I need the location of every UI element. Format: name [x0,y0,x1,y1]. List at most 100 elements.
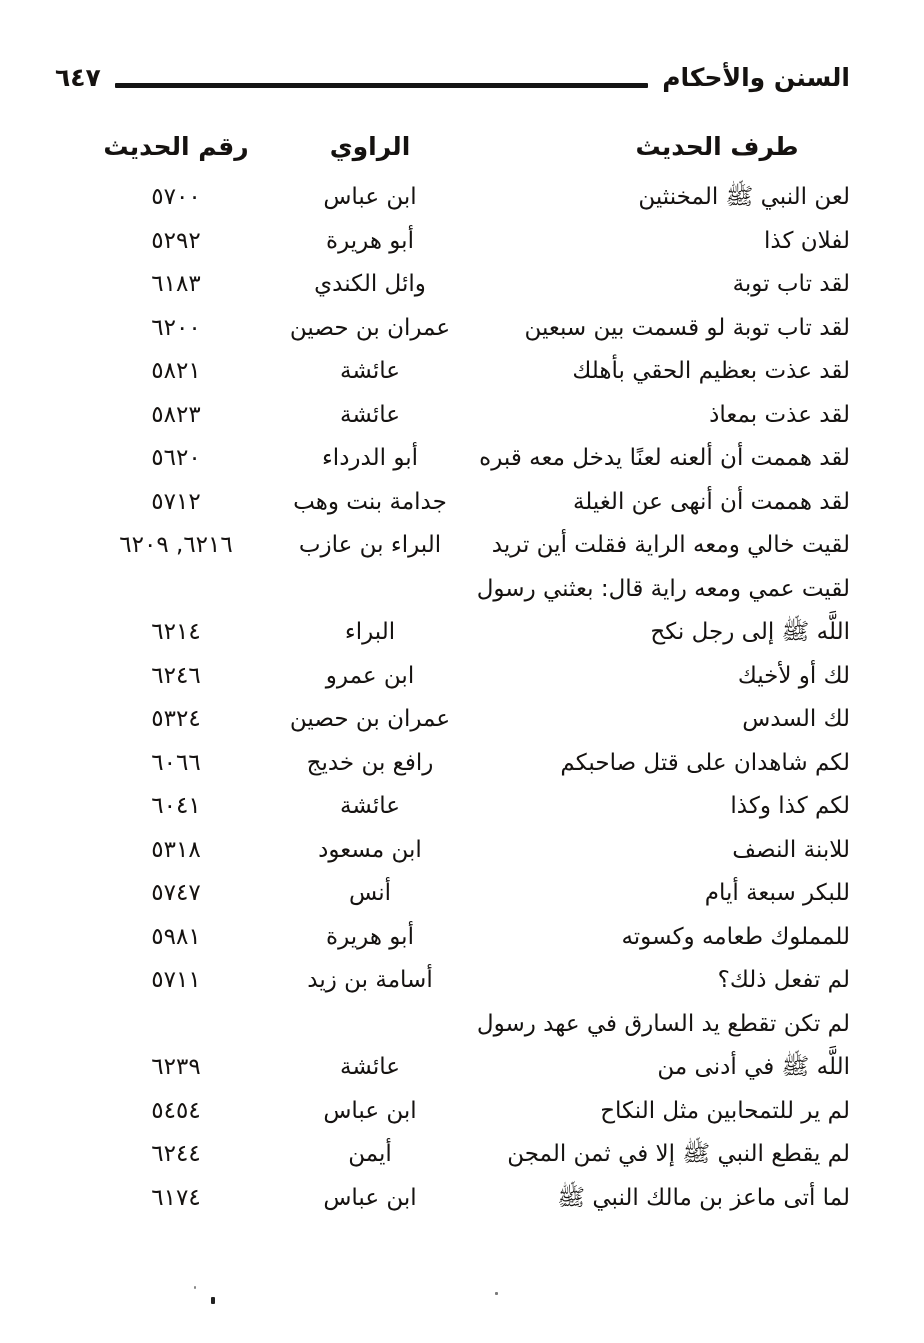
hadith-text: لقيت عمي ومعه راية قال: بعثني رسول [476,575,850,602]
table-row: لك أو لأخيك ابن عمرو ٦٢٤٦ [55,655,850,699]
scan-speck [211,1297,215,1304]
hadith-number: ٥٧٤٧ [151,880,201,906]
table-row: لكم كذا وكذا عائشة ٦٠٤١ [55,785,850,829]
table-row: لما أتى ماعز بن مالك النبي ﷺ ابن عباس ٦١… [55,1177,850,1221]
narrator-name: عائشة [340,1054,400,1080]
hadith-number: ٦٢٤٤ [151,1141,201,1167]
table-row: للمملوك طعامه وكسوته أبو هريرة ٥٩٨١ [55,916,850,960]
hadith-number: ٦٢١٦, ٦٢٠٩ [119,532,233,558]
hadith-number: ٦١٧٤ [151,1184,201,1211]
narrator-name: رافع بن خديج [306,749,434,776]
hadith-number: ٦٢٤٦ [151,662,201,689]
narrator-name: ابن عباس [323,1097,417,1124]
book-title: السنن والأحكام [662,63,850,92]
narrator-name: ابن مسعود [318,836,422,863]
narrator-name: البراء [344,619,396,645]
table-row: لقيت عمي ومعه راية قال: بعثني رسول [55,568,850,612]
hadith-text: لقد تاب توبة لو قسمت بين سبعين [524,314,850,341]
hadith-number: ٥٣٢٤ [151,706,201,732]
header-rule [114,83,649,88]
hadith-text: لم تفعل ذلك؟ [717,967,850,993]
hadith-text: لقد تاب توبة [732,271,850,297]
table-row: لعن النبي ﷺ المخنثين ابن عباس ٥٧٠٠ [55,176,850,220]
column-header-number: رقم الحديث [103,132,249,161]
narrator-name: عمران بن حصين [289,314,451,341]
hadith-index-table: طرف الحديث الراوي رقم الحديث لعن النبي ﷺ… [55,124,850,1220]
narrator-name: جدامة بنت وهب [293,488,447,515]
page-number: ٦٤٧ [55,63,101,92]
hadith-text: للابنة النصف [732,836,850,863]
narrator-name: البراء بن عازب [298,532,442,558]
hadith-text: اللَّه ﷺ إلى رجل نكح [650,619,850,645]
hadith-number: ٦١٨٣ [151,271,201,297]
hadith-text: للمملوك طعامه وكسوته [621,923,850,950]
table-row: لم تكن تقطع يد السارق في عهد رسول [55,1003,850,1047]
table-row: لقد هممت أن أنهى عن الغيلة جدامة بنت وهب… [55,481,850,525]
hadith-text: اللَّه ﷺ في أدنى من [657,1054,850,1080]
hadith-number: ٥٧٠٠ [151,184,201,210]
table-row: اللَّه ﷺ في أدنى من عائشة ٦٢٣٩ [55,1046,850,1090]
hadith-number: ٥٨٢٣ [151,401,201,428]
hadith-number: ٦٢٠٠ [151,314,201,341]
table-row: لقيت خالي ومعه الراية فقلت أين تريد البر… [55,524,850,568]
hadith-text: للبكر سبعة أيام [704,880,850,906]
scan-speck [495,1292,498,1295]
table-row: لم يقطع النبي ﷺ إلا في ثمن المجن أيمن ٦٢… [55,1133,850,1177]
narrator-name: ابن عباس [323,184,417,210]
hadith-number: ٥٧١١ [151,967,201,993]
hadith-number: ٥٩٨١ [151,923,201,950]
hadith-number: ٥٧١٢ [151,488,201,515]
hadith-text: لك السدس [742,706,850,732]
narrator-name: وائل الكندي [314,271,426,297]
narrator-name: عائشة [340,358,400,384]
hadith-number: ٦٢١٤ [151,619,201,645]
hadith-number: ٥٨٢١ [151,358,201,384]
column-header-narrator: الراوي [329,132,411,161]
hadith-number: ٥٢٩٢ [151,227,201,254]
table-row: لم تفعل ذلك؟ أسامة بن زيد ٥٧١١ [55,959,850,1003]
table-row: لقد هممت أن ألعنه لعنًا يدخل معه قبره أب… [55,437,850,481]
hadith-text: لم ير للتمحابين مثل النكاح [600,1097,850,1124]
table-row: لم ير للتمحابين مثل النكاح ابن عباس ٥٤٥٤ [55,1090,850,1134]
narrator-name: ابن عمرو [325,662,415,689]
hadith-text: لقد عذت بمعاذ [709,401,850,428]
table-row: للبكر سبعة أيام أنس ٥٧٤٧ [55,872,850,916]
hadith-text: لم يقطع النبي ﷺ إلا في ثمن المجن [507,1141,850,1167]
hadith-number: ٥٦٢٠ [151,445,201,471]
hadith-rows: لعن النبي ﷺ المخنثين ابن عباس ٥٧٠٠ لفلان… [55,176,850,1220]
hadith-number: ٦٠٦٦ [151,749,201,776]
narrator-name: أنس [348,880,392,906]
hadith-text: لكم شاهدان على قتل صاحبكم [560,749,850,776]
table-row: اللَّه ﷺ إلى رجل نكح البراء ٦٢١٤ [55,611,850,655]
table-row: لقد عذت بعظيم الحقي بأهلك عائشة ٥٨٢١ [55,350,850,394]
narrator-name: أبو هريرة [326,923,414,950]
narrator-name: أبو الدرداء [321,445,418,471]
hadith-text: لكم كذا وكذا [730,793,850,819]
narrator-name: أسامة بن زيد [307,967,433,993]
table-row: لقد عذت بمعاذ عائشة ٥٨٢٣ [55,394,850,438]
hadith-text: لفلان كذا [764,227,850,254]
narrator-name: عائشة [340,793,400,819]
hadith-number: ٥٣١٨ [151,836,201,863]
table-row: لفلان كذا أبو هريرة ٥٢٩٢ [55,220,850,264]
hadith-text: لم تكن تقطع يد السارق في عهد رسول [476,1010,850,1037]
column-header-hadith: طرف الحديث [635,132,799,161]
hadith-text: لقد عذت بعظيم الحقي بأهلك [572,358,850,384]
table-row: لكم شاهدان على قتل صاحبكم رافع بن خديج ٦… [55,742,850,786]
table-row: لك السدس عمران بن حصين ٥٣٢٤ [55,698,850,742]
scan-speck [194,1286,196,1289]
table-row: لقد تاب توبة لو قسمت بين سبعين عمران بن … [55,307,850,351]
column-headers: طرف الحديث الراوي رقم الحديث [55,124,850,170]
hadith-text: لما أتى ماعز بن مالك النبي ﷺ [557,1184,850,1211]
hadith-text: لعن النبي ﷺ المخنثين [638,184,850,210]
narrator-name: أيمن [348,1141,392,1167]
narrator-name: ابن عباس [323,1184,417,1211]
hadith-number: ٦٢٣٩ [151,1054,201,1080]
table-row: للابنة النصف ابن مسعود ٥٣١٨ [55,829,850,873]
hadith-text: لقد هممت أن ألعنه لعنًا يدخل معه قبره [479,445,850,471]
table-row: لقد تاب توبة وائل الكندي ٦١٨٣ [55,263,850,307]
narrator-name: عمران بن حصين [289,706,451,732]
running-head: السنن والأحكام ٦٤٧ [55,52,850,94]
hadith-number: ٥٤٥٤ [151,1097,201,1124]
hadith-number: ٦٠٤١ [151,793,201,819]
